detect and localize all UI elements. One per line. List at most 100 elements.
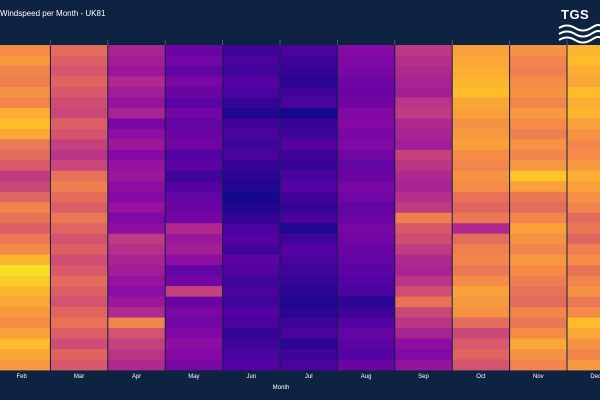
heatmap-cell — [108, 296, 165, 308]
heatmap-cell — [510, 45, 567, 56]
heatmap-cell — [510, 55, 567, 67]
heatmap-cell — [395, 265, 452, 277]
heatmap-cell — [510, 286, 567, 298]
heatmap-cell — [452, 233, 510, 245]
heatmap-cell — [0, 307, 50, 318]
heatmap-cell — [337, 265, 395, 277]
heatmap-cell — [567, 307, 600, 318]
heatmap-cell — [223, 149, 280, 161]
heatmap-cell — [337, 160, 395, 172]
heatmap-cell — [165, 191, 223, 203]
tgs-logo: TGS — [557, 2, 600, 48]
logo-waves-icon — [558, 23, 600, 44]
heatmap-cell — [108, 317, 165, 329]
heatmap-cell — [0, 149, 50, 161]
heatmap-cell — [337, 212, 395, 224]
heatmap-cell — [395, 328, 452, 339]
heatmap-cell — [108, 149, 165, 161]
heatmap-cell — [165, 107, 223, 119]
heatmap-cell — [567, 76, 600, 88]
heatmap-cell — [280, 191, 337, 203]
heatmap-cell — [0, 349, 50, 360]
heatmap-cell — [337, 149, 395, 161]
heatmap-cell — [510, 139, 567, 151]
heatmap-cell — [50, 349, 108, 360]
heatmap-cell — [0, 202, 50, 214]
heatmap-cell — [280, 139, 337, 151]
heatmap-cell — [0, 254, 50, 266]
heatmap-cell — [280, 275, 337, 287]
heatmap-cell — [223, 160, 280, 172]
heatmap-cell — [280, 202, 337, 214]
heatmap-cell — [280, 286, 337, 298]
heatmap-cell — [510, 128, 567, 140]
heatmap-cell — [567, 118, 600, 130]
heatmap-cell — [452, 107, 510, 119]
heatmap-cell — [395, 65, 452, 77]
heatmap-cell — [567, 275, 600, 287]
heatmap-cell — [510, 338, 567, 350]
heatmap-cell — [280, 86, 337, 98]
heatmap-cell — [108, 107, 165, 119]
heatmap-cell — [165, 149, 223, 161]
heatmap-cell — [395, 118, 452, 130]
heatmap-cell — [510, 328, 567, 339]
heatmap-cell — [395, 76, 452, 88]
heatmap-cell — [567, 265, 600, 277]
heatmap-cell — [165, 349, 223, 360]
heatmap-cell — [452, 160, 510, 172]
x-tick-label: May — [188, 374, 199, 380]
heatmap-cell — [108, 328, 165, 339]
heatmap-cell — [108, 307, 165, 318]
heatmap-cell — [50, 296, 108, 308]
heatmap-cell — [280, 76, 337, 88]
heatmap-cell — [108, 97, 165, 109]
heatmap-cell — [337, 76, 395, 88]
heatmap-cell — [452, 45, 510, 56]
heatmap-cell — [50, 170, 108, 182]
heatmap-cell — [337, 45, 395, 56]
heatmap-cell — [280, 45, 337, 56]
heatmap-cell — [223, 139, 280, 151]
heatmap-cell — [223, 55, 280, 67]
heatmap-cell — [280, 128, 337, 140]
heatmap-cell — [50, 86, 108, 98]
heatmap-cell — [452, 149, 510, 161]
heatmap-cell — [165, 359, 223, 371]
heatmap-cell — [567, 223, 600, 235]
heatmap-cell — [510, 349, 567, 360]
heatmap-cell — [0, 86, 50, 98]
heatmap-cell — [452, 55, 510, 67]
heatmap-cell — [223, 97, 280, 109]
heatmap-cell — [567, 328, 600, 339]
heatmap-cell — [337, 307, 395, 318]
heatmap-cell — [50, 317, 108, 329]
x-tick-label: Dec — [590, 374, 600, 380]
heatmap-cell — [567, 170, 600, 182]
heatmap-cell — [510, 223, 567, 235]
heatmap-cell — [510, 202, 567, 214]
heatmap-cell — [567, 45, 600, 56]
heatmap-cell — [0, 338, 50, 350]
heatmap-cell — [0, 45, 50, 56]
heatmap-cell — [452, 65, 510, 77]
heatmap-cell — [567, 128, 600, 140]
heatmap-cell — [0, 265, 50, 277]
heatmap-cell — [50, 45, 108, 56]
heatmap-cell — [50, 233, 108, 245]
heatmap-cell — [280, 212, 337, 224]
heatmap-cell — [395, 55, 452, 67]
heatmap-cell — [510, 212, 567, 224]
heatmap-cell — [50, 191, 108, 203]
heatmap-cell — [0, 286, 50, 298]
heatmap-cell — [567, 254, 600, 266]
heatmap-cell — [337, 139, 395, 151]
heatmap-cell — [337, 191, 395, 203]
heatmap-cell — [510, 86, 567, 98]
heatmap-cell — [50, 286, 108, 298]
heatmap-cell — [0, 128, 50, 140]
heatmap-cell — [395, 128, 452, 140]
heatmap-cell — [108, 65, 165, 77]
heatmap-cell — [165, 254, 223, 266]
heatmap-cell — [280, 118, 337, 130]
